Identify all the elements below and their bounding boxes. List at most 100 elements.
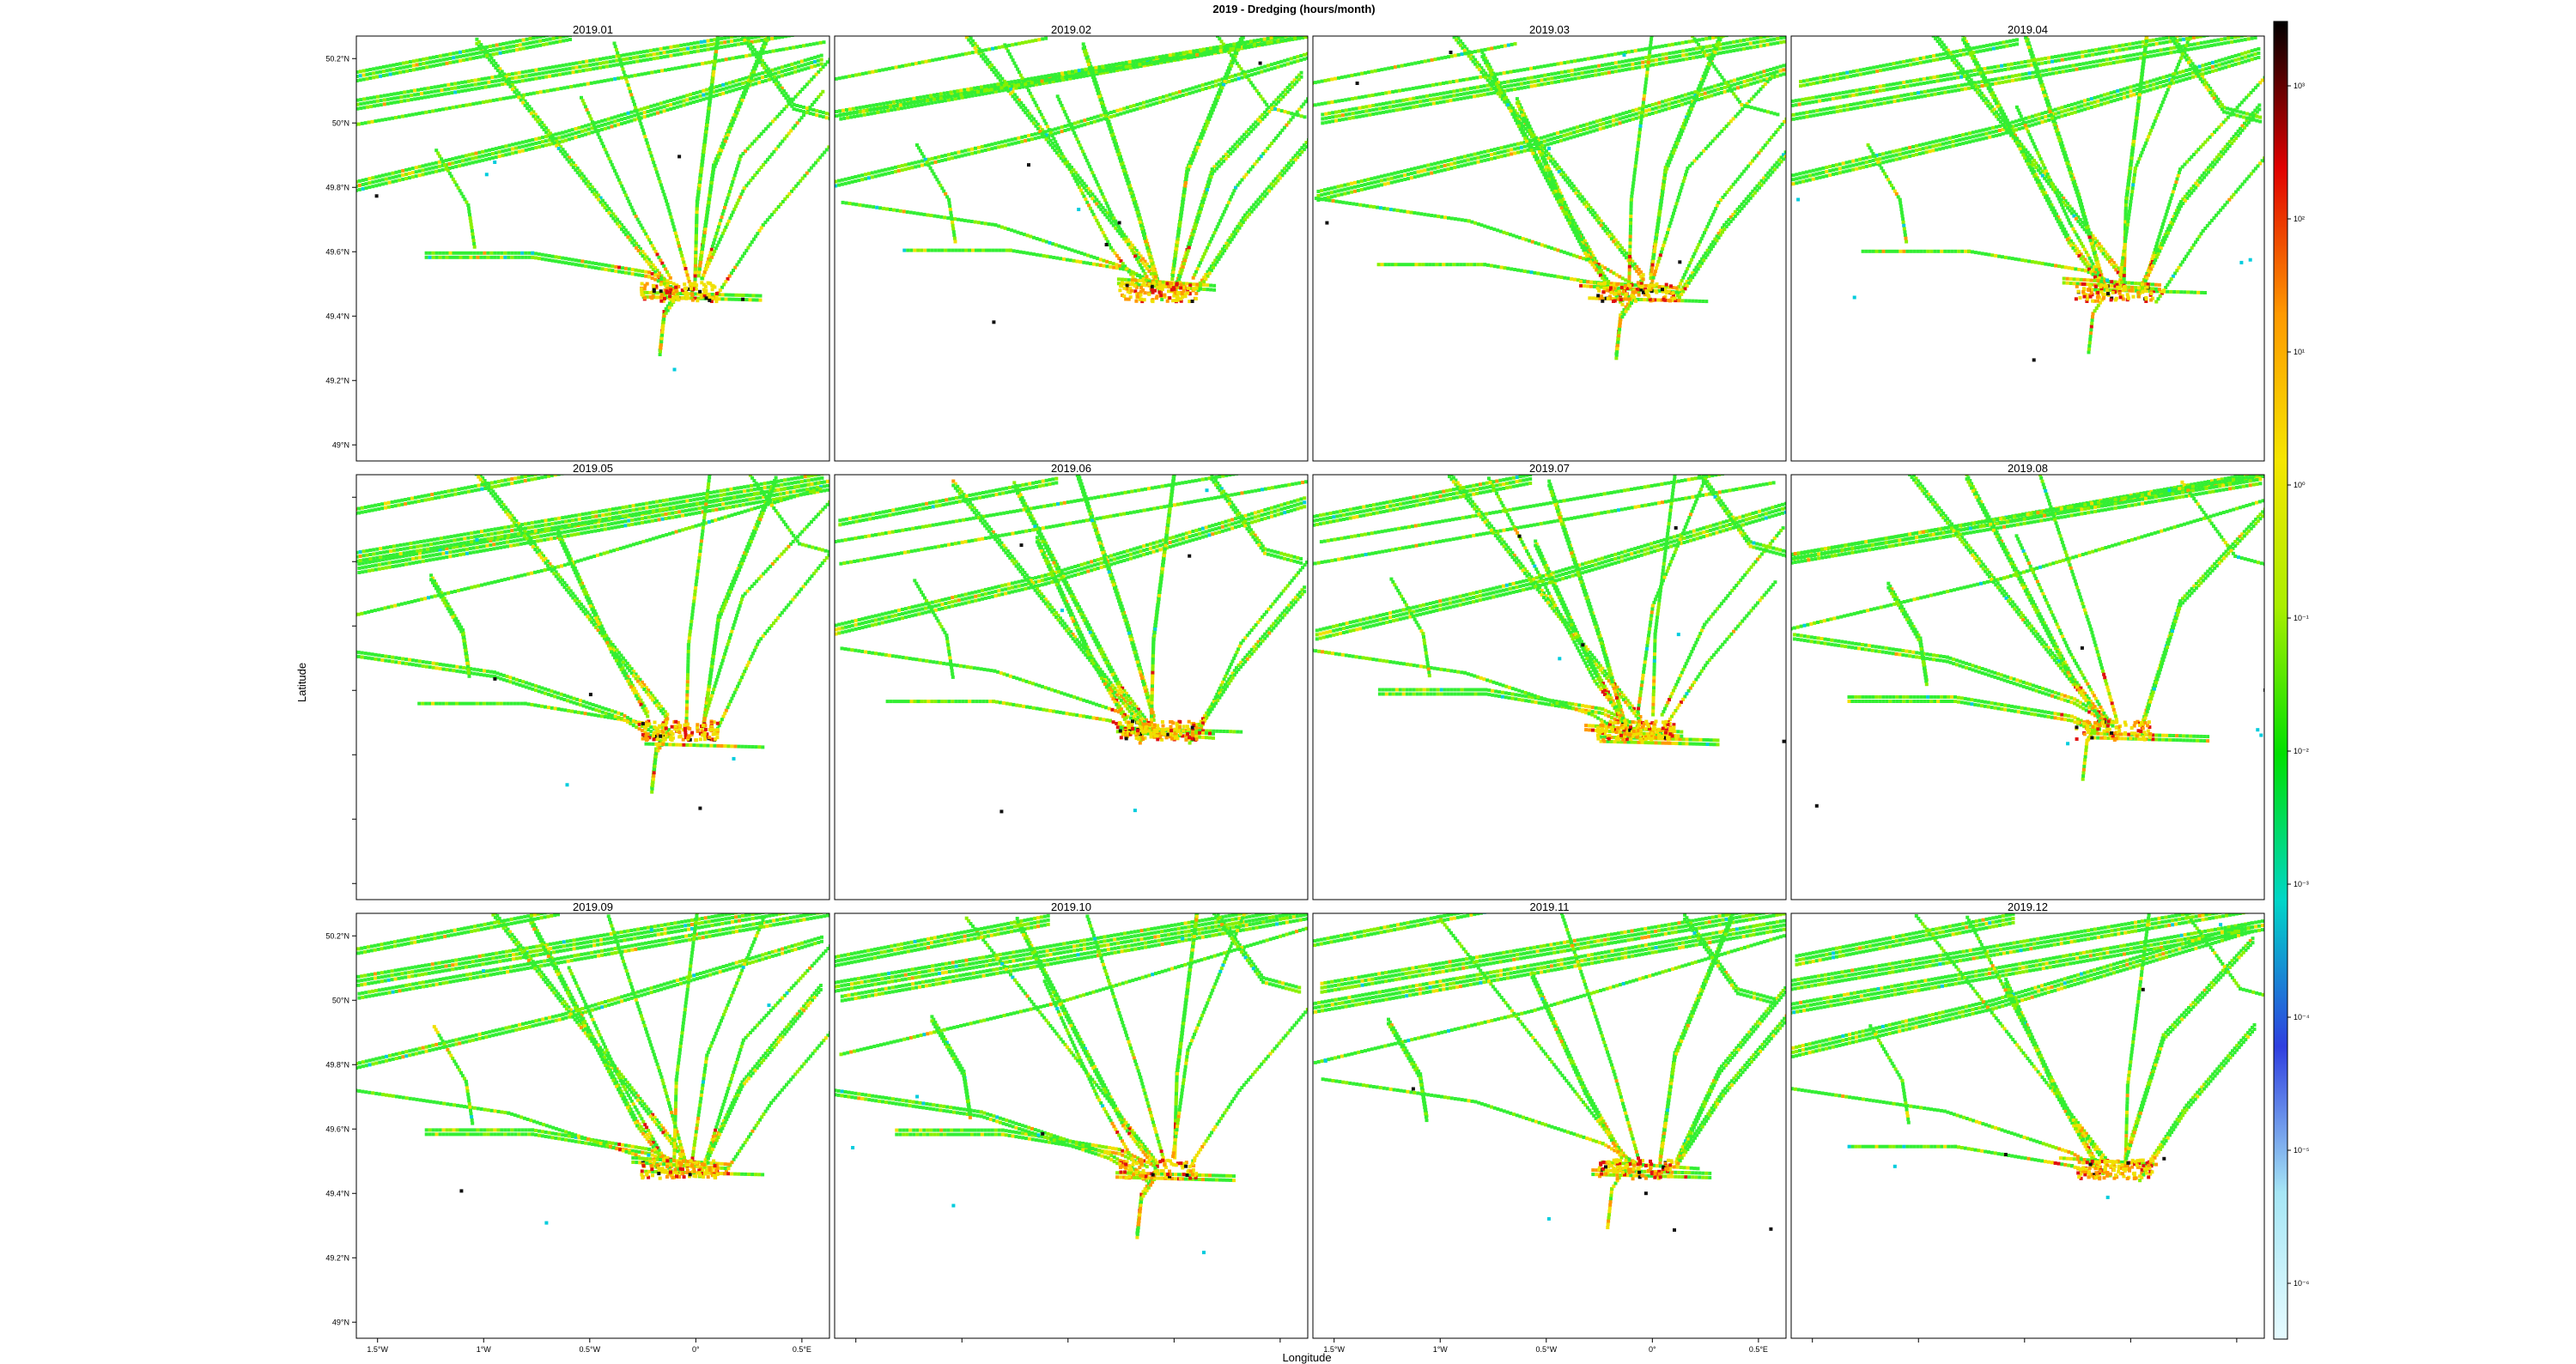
track-cell	[561, 68, 565, 72]
track-cell	[928, 166, 933, 170]
track-cell	[1237, 45, 1242, 49]
track-cell	[994, 73, 998, 77]
track-cell	[596, 132, 600, 136]
track-cell	[1006, 138, 1011, 142]
track-cell	[580, 99, 585, 103]
track-cell	[626, 231, 630, 235]
track-cell	[1273, 107, 1278, 112]
track-cell	[1207, 85, 1212, 89]
track-cell	[470, 79, 474, 83]
track-cell	[844, 75, 848, 79]
track-cell	[1184, 92, 1188, 96]
track-cell	[811, 30, 814, 33]
track-cell	[828, 117, 829, 121]
track-cell	[913, 104, 917, 108]
track-cell	[380, 182, 385, 186]
track-cell	[866, 112, 870, 117]
track-cell	[538, 141, 542, 145]
track-cell	[1217, 221, 1221, 226]
track-cell	[753, 36, 757, 39]
track-cell	[578, 64, 582, 69]
track-cell	[714, 89, 719, 94]
track-cell	[1127, 270, 1131, 274]
track-cell	[534, 252, 538, 256]
track-cell	[557, 255, 562, 259]
track-cell	[1124, 64, 1128, 69]
track-cell	[580, 264, 585, 268]
track-cell	[1000, 45, 1005, 49]
track-cell	[1378, 102, 1382, 106]
track-cell	[784, 105, 788, 109]
track-cell	[735, 111, 739, 115]
track-cell	[768, 33, 771, 36]
track-cell	[996, 82, 1000, 87]
track-cell	[1083, 123, 1087, 127]
track-cell	[700, 167, 704, 171]
track-cell	[620, 118, 623, 122]
track-cell	[580, 176, 584, 180]
track-cell	[694, 63, 698, 67]
track-cell	[1092, 195, 1097, 199]
hotspot-cell	[643, 283, 647, 288]
track-cell	[1408, 97, 1413, 101]
track-cell	[814, 25, 817, 28]
track-cell	[1239, 219, 1243, 223]
track-cell	[1273, 177, 1278, 181]
track-cell	[789, 129, 793, 133]
track-cell	[629, 60, 633, 64]
hotspot-cell	[1127, 297, 1131, 301]
track-cell	[966, 219, 970, 223]
track-cell	[1182, 262, 1186, 266]
track-cell	[571, 66, 575, 70]
track-cell	[1036, 126, 1040, 130]
track-cell	[1066, 247, 1071, 252]
track-cell	[633, 73, 637, 77]
track-cell	[1112, 69, 1116, 73]
track-cell	[492, 58, 495, 63]
track-cell	[533, 112, 538, 117]
track-cell	[1084, 155, 1088, 160]
track-cell	[1217, 78, 1221, 82]
track-cell	[1019, 100, 1024, 105]
track-cell	[828, 112, 829, 117]
track-cell	[821, 111, 825, 115]
track-cell	[380, 178, 385, 182]
track-cell	[1179, 271, 1183, 276]
track-cell	[1191, 233, 1195, 237]
track-cell	[1083, 50, 1086, 54]
track-cell	[1050, 77, 1054, 82]
track-cell	[401, 177, 405, 181]
track-cell	[780, 86, 784, 90]
track-cell	[617, 114, 621, 118]
track-cell	[368, 68, 373, 71]
track-cell	[858, 106, 862, 110]
track-cell	[720, 215, 724, 220]
track-cell	[616, 221, 620, 226]
track-cell	[1283, 58, 1287, 63]
track-cell	[561, 152, 565, 156]
track-cells	[1313, 36, 1786, 361]
track-cell	[960, 218, 963, 222]
hotspot-cell	[1190, 300, 1194, 303]
track-cell	[466, 88, 471, 92]
track-cell	[1112, 265, 1116, 270]
track-cell	[1058, 74, 1062, 78]
track-cell	[586, 127, 591, 131]
track-cell	[728, 216, 732, 221]
track-cell	[720, 58, 725, 62]
track-cell	[744, 149, 747, 154]
track-cell	[1510, 79, 1514, 83]
track-cell	[667, 68, 671, 71]
track-cell	[642, 229, 647, 233]
track-cell	[481, 158, 485, 162]
track-cell	[1154, 280, 1158, 284]
track-cell	[1098, 258, 1103, 262]
track-cell	[782, 136, 787, 141]
track-cell	[865, 204, 869, 208]
track-cell	[812, 100, 817, 104]
track-cell	[1222, 48, 1226, 52]
track-cell	[777, 36, 781, 39]
track-cell	[670, 303, 674, 307]
track-cell	[959, 88, 963, 93]
track-cell	[1199, 287, 1203, 291]
